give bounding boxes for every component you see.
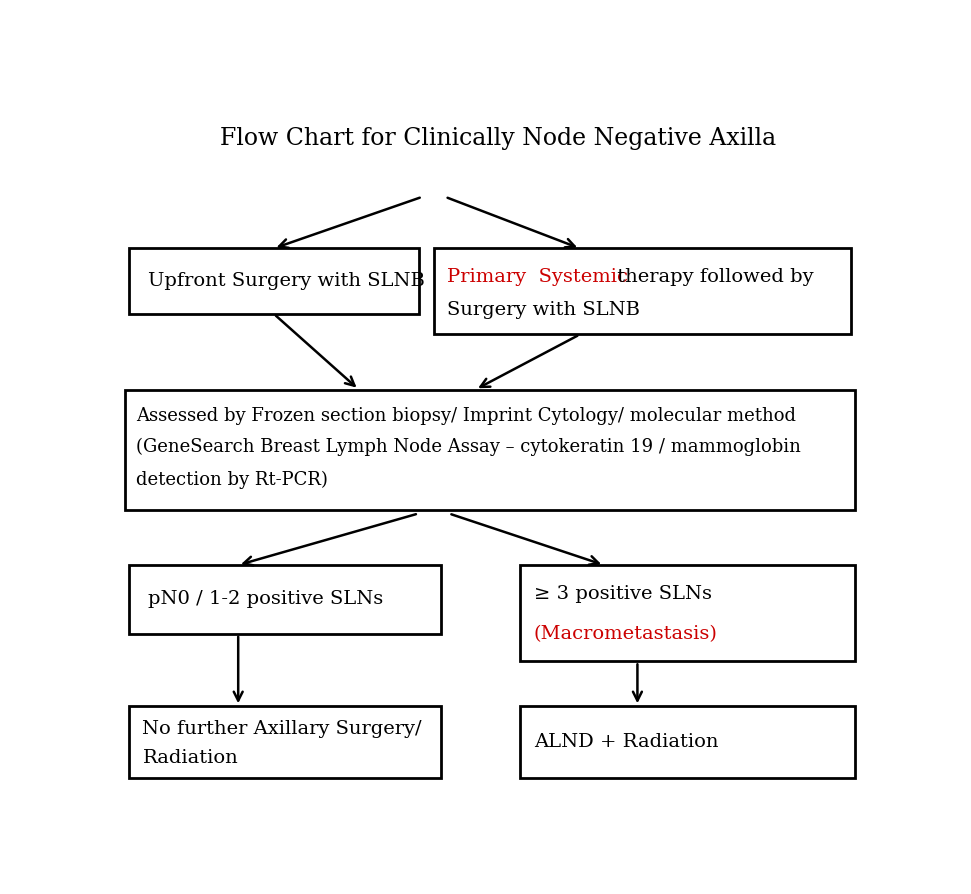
Text: pN0 / 1-2 positive SLNs: pN0 / 1-2 positive SLNs: [148, 590, 383, 609]
FancyBboxPatch shape: [129, 565, 441, 634]
Text: (Macrometastasis): (Macrometastasis): [534, 626, 718, 644]
Text: detection by Rt-PCR): detection by Rt-PCR): [136, 471, 328, 489]
Text: Assessed by Frozen section biopsy/ Imprint Cytology/ molecular method: Assessed by Frozen section biopsy/ Impri…: [136, 407, 796, 425]
FancyBboxPatch shape: [520, 706, 855, 779]
FancyBboxPatch shape: [125, 390, 855, 510]
Text: Upfront Surgery with SLNB: Upfront Surgery with SLNB: [148, 272, 424, 290]
FancyBboxPatch shape: [129, 706, 441, 779]
Text: ALND + Radiation: ALND + Radiation: [534, 733, 719, 751]
Text: Radiation: Radiation: [143, 749, 238, 767]
Text: ≥ 3 positive SLNs: ≥ 3 positive SLNs: [534, 585, 712, 603]
FancyBboxPatch shape: [434, 249, 852, 334]
FancyBboxPatch shape: [129, 249, 419, 314]
Text: (GeneSearch Breast Lymph Node Assay – cytokeratin 19 / mammoglobin: (GeneSearch Breast Lymph Node Assay – cy…: [136, 438, 801, 457]
Text: No further Axillary Surgery/: No further Axillary Surgery/: [143, 721, 422, 738]
Text: Primary  Systemic: Primary Systemic: [448, 268, 628, 286]
Text: Flow Chart for Clinically Node Negative Axilla: Flow Chart for Clinically Node Negative …: [219, 127, 776, 150]
Text: Surgery with SLNB: Surgery with SLNB: [448, 301, 640, 319]
Text: therapy followed by: therapy followed by: [612, 268, 814, 286]
FancyBboxPatch shape: [520, 565, 855, 662]
